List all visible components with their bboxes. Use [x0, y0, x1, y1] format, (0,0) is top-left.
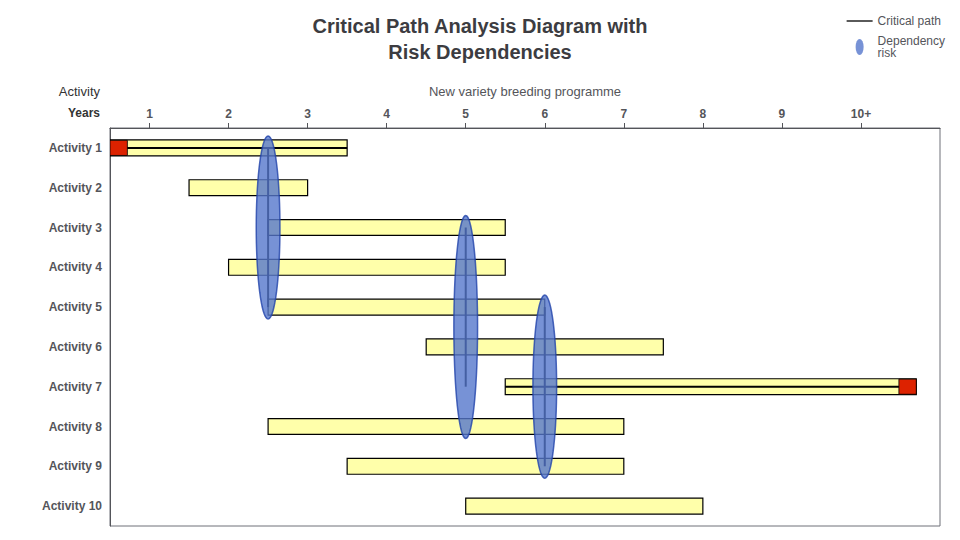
svg-text:9: 9	[779, 107, 786, 121]
svg-text:Critical path: Critical path	[878, 14, 941, 28]
svg-text:8: 8	[700, 107, 707, 121]
svg-text:Activity 6: Activity 6	[49, 340, 103, 354]
svg-text:New variety breeding programme: New variety breeding programme	[429, 84, 621, 99]
svg-text:2: 2	[225, 107, 232, 121]
svg-text:Activity 5: Activity 5	[49, 300, 103, 314]
svg-text:Activity 7: Activity 7	[49, 380, 103, 394]
svg-text:Risk Dependencies: Risk Dependencies	[388, 41, 571, 63]
svg-text:1: 1	[146, 107, 153, 121]
svg-text:Activity 3: Activity 3	[49, 221, 103, 235]
svg-text:Activity 2: Activity 2	[49, 181, 103, 195]
svg-text:3: 3	[304, 107, 311, 121]
svg-text:10+: 10+	[851, 107, 871, 121]
svg-text:Activity 1: Activity 1	[49, 141, 103, 155]
svg-text:Activity 8: Activity 8	[49, 420, 103, 434]
svg-text:Critical Path Analysis Diagram: Critical Path Analysis Diagram with	[313, 15, 648, 37]
svg-text:Activity 9: Activity 9	[49, 459, 103, 473]
svg-text:6: 6	[541, 107, 548, 121]
svg-text:Activity 10: Activity 10	[42, 499, 102, 513]
svg-text:4: 4	[383, 107, 390, 121]
svg-text:Activity 4: Activity 4	[49, 260, 103, 274]
svg-text:Years: Years	[68, 106, 100, 120]
svg-text:Activity: Activity	[59, 84, 101, 99]
svg-text:risk: risk	[878, 46, 898, 60]
svg-text:5: 5	[462, 107, 469, 121]
svg-text:Dependency: Dependency	[877, 34, 945, 48]
svg-text:7: 7	[620, 107, 627, 121]
